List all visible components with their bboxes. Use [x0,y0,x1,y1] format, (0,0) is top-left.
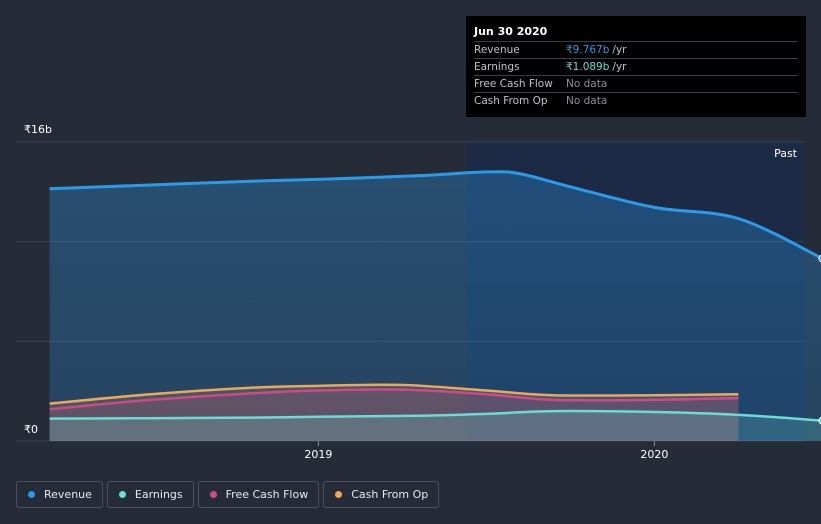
y-axis-label-bottom: ₹0 [24,423,38,436]
legend-label: Earnings [134,488,183,501]
end-marker-earnings [818,416,821,425]
tooltip-row-value: ₹9.767b/yr [566,44,627,56]
legend-dot-icon [28,491,35,498]
tooltip-row: Free Cash Flow No data [474,75,798,92]
legend-label: Revenue [44,488,92,501]
tooltip-row-label: Earnings [474,61,520,73]
end-marker-revenue [818,254,821,263]
legend-label: Cash From Op [351,488,429,501]
legend-dot-icon [335,491,343,498]
series-line-cash-from-op [49,383,739,405]
x-tick-label: 2020 [640,448,668,461]
legend-item-free-cash-flow[interactable]: Free Cash Flow [197,481,320,508]
series-line-earnings [49,409,821,422]
tooltip-date: Jun 30 2020 [474,25,548,38]
series-line-revenue [49,170,821,260]
legend: Revenue Earnings Free Cash Flow Cash From O… [16,481,440,508]
legend-dot-icon [118,491,126,498]
tooltip-row: Earnings ₹1.089b/yr [474,58,798,75]
legend-item-earnings[interactable]: Earnings [106,481,194,508]
legend-item-revenue[interactable]: Revenue [16,481,103,508]
tooltip-row-label: Free Cash Flow [474,78,553,90]
legend-label: Free Cash Flow [225,488,309,501]
x-tick-label: 2019 [304,448,332,461]
area-revenue [49,171,821,441]
tooltip-row-label: Revenue [474,44,520,56]
tooltip-row-value: No data [566,95,608,107]
tooltip-row-value: No data [566,78,608,90]
tooltip-row: Revenue ₹9.767b/yr [474,41,798,58]
tooltip: Jun 30 2020 Revenue ₹9.767b/yr Earnings ₹1.… [466,16,806,117]
tooltip-row-value: ₹1.089b/yr [566,61,627,73]
y-axis-label-top: ₹16b [24,123,52,136]
series-line-free-cash-flow [49,388,739,411]
legend-dot-icon [209,491,217,498]
tooltip-row-label: Cash From Op [474,95,548,107]
past-label: Past [774,147,798,160]
area-cash-from-op [49,384,739,441]
tooltip-row: Cash From Op No data [474,92,798,109]
legend-item-cash-from-op[interactable]: Cash From Op [323,481,440,508]
